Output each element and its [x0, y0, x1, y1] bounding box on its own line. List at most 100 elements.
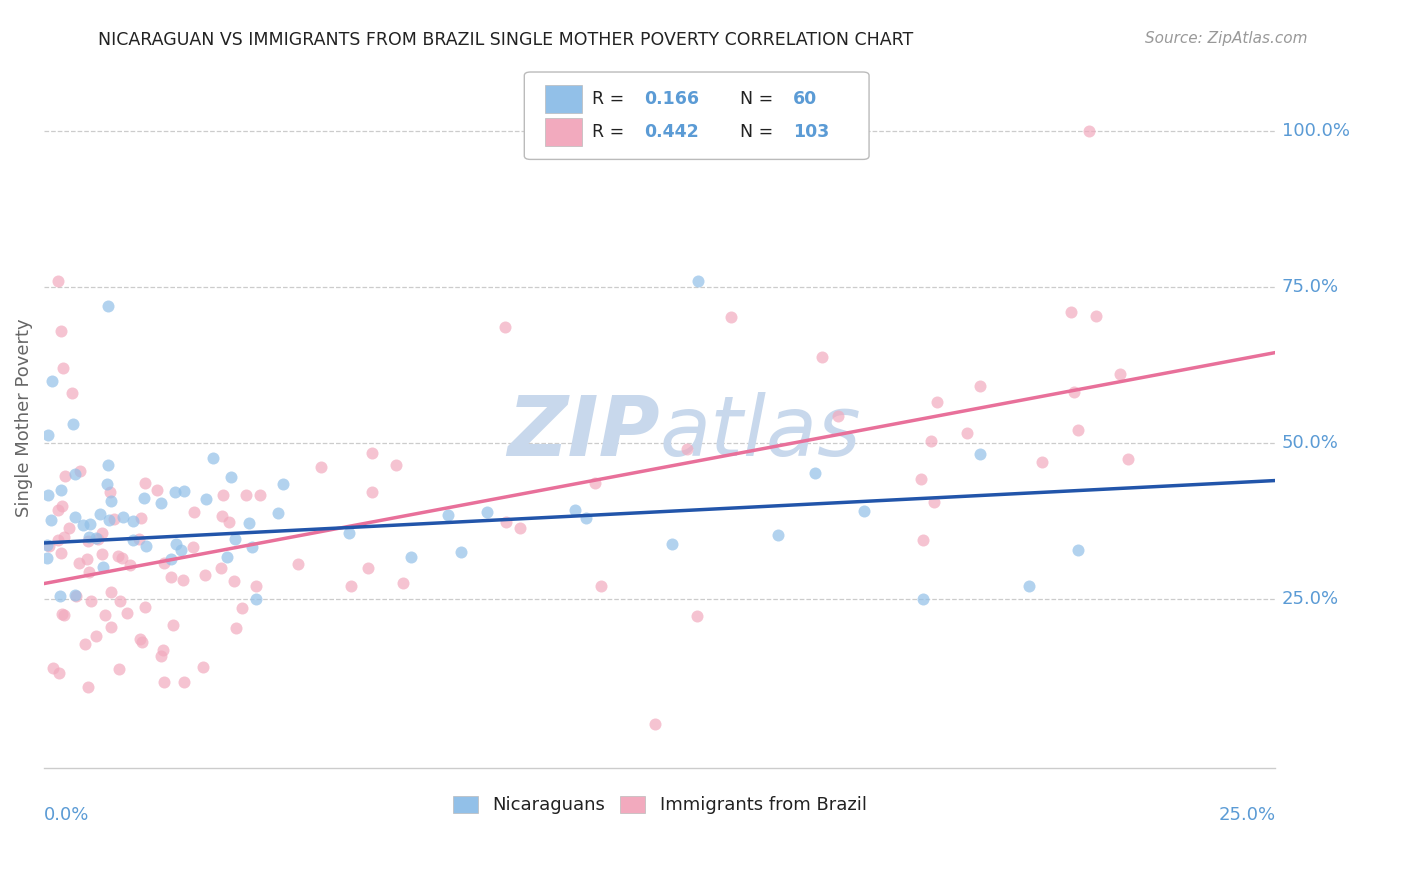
- Point: [267, 506, 290, 520]
- Point: [209, 560, 232, 574]
- Point: [67, 557, 90, 571]
- Point: [340, 579, 363, 593]
- Point: [38, 539, 60, 553]
- Point: [46, 533, 69, 547]
- Point: [49, 545, 72, 559]
- Point: [111, 510, 134, 524]
- Point: [49, 589, 72, 603]
- Point: [212, 488, 235, 502]
- Point: [920, 434, 942, 449]
- Point: [160, 552, 183, 566]
- Point: [87, 532, 110, 546]
- Point: [391, 576, 413, 591]
- Point: [675, 442, 697, 456]
- Point: [75, 637, 97, 651]
- Point: [163, 484, 186, 499]
- Text: 0.166: 0.166: [644, 89, 699, 108]
- Point: [131, 511, 153, 525]
- Text: 75.0%: 75.0%: [1281, 278, 1339, 296]
- Point: [37, 428, 59, 442]
- Point: [1078, 124, 1101, 138]
- Point: [37, 488, 59, 502]
- Point: [969, 447, 991, 461]
- Point: [195, 492, 218, 507]
- Point: [49, 324, 72, 338]
- Point: [100, 620, 122, 634]
- Point: [150, 496, 173, 510]
- Point: [927, 395, 949, 409]
- Point: [720, 310, 742, 324]
- Point: [46, 274, 69, 288]
- Text: 0.0%: 0.0%: [44, 806, 90, 824]
- Text: N =: N =: [740, 123, 779, 141]
- Point: [98, 513, 121, 527]
- Point: [271, 477, 294, 491]
- Point: [956, 426, 979, 441]
- Point: [52, 361, 75, 376]
- Text: 50.0%: 50.0%: [1281, 434, 1339, 452]
- Point: [41, 661, 63, 675]
- Point: [153, 674, 176, 689]
- Text: NICARAGUAN VS IMMIGRANTS FROM BRAZIL SINGLE MOTHER POVERTY CORRELATION CHART: NICARAGUAN VS IMMIGRANTS FROM BRAZIL SIN…: [98, 31, 914, 49]
- Point: [437, 508, 460, 523]
- Point: [235, 488, 257, 502]
- Point: [62, 417, 84, 432]
- Point: [644, 717, 666, 731]
- Point: [238, 516, 260, 530]
- Point: [52, 530, 75, 544]
- Point: [94, 608, 117, 623]
- Point: [172, 573, 194, 587]
- Point: [117, 606, 139, 620]
- Point: [96, 476, 118, 491]
- Text: N =: N =: [740, 89, 779, 108]
- Point: [194, 568, 217, 582]
- Text: 100.0%: 100.0%: [1281, 122, 1350, 140]
- Point: [225, 621, 247, 635]
- Point: [118, 558, 141, 573]
- Point: [80, 594, 103, 608]
- Y-axis label: Single Mother Poverty: Single Mother Poverty: [15, 318, 32, 517]
- Point: [181, 540, 204, 554]
- Point: [240, 540, 263, 554]
- Point: [1031, 455, 1053, 469]
- Point: [509, 521, 531, 535]
- Point: [76, 533, 98, 548]
- Point: [90, 547, 112, 561]
- Point: [852, 503, 875, 517]
- Point: [134, 491, 156, 506]
- Point: [1067, 542, 1090, 557]
- Point: [53, 607, 76, 622]
- Point: [1063, 384, 1085, 399]
- Point: [58, 521, 80, 535]
- Text: 60: 60: [793, 89, 817, 108]
- Point: [1109, 367, 1132, 381]
- Point: [384, 458, 406, 472]
- Point: [211, 508, 233, 523]
- Point: [48, 665, 70, 680]
- Point: [495, 515, 517, 529]
- Point: [41, 374, 63, 388]
- Point: [922, 495, 945, 509]
- Point: [1018, 579, 1040, 593]
- Point: [810, 351, 832, 365]
- Point: [287, 557, 309, 571]
- Point: [1067, 423, 1090, 437]
- Point: [77, 566, 100, 580]
- Point: [97, 458, 120, 472]
- Point: [121, 533, 143, 547]
- Point: [108, 661, 131, 675]
- Text: R =: R =: [592, 123, 630, 141]
- Point: [65, 590, 87, 604]
- Point: [86, 629, 108, 643]
- Point: [912, 533, 935, 547]
- Point: [827, 409, 849, 423]
- Point: [152, 642, 174, 657]
- Text: 103: 103: [793, 123, 830, 141]
- FancyBboxPatch shape: [546, 85, 582, 112]
- Point: [564, 503, 586, 517]
- Point: [91, 526, 114, 541]
- Point: [62, 386, 84, 401]
- Point: [575, 510, 598, 524]
- Point: [1116, 451, 1139, 466]
- Point: [37, 551, 59, 566]
